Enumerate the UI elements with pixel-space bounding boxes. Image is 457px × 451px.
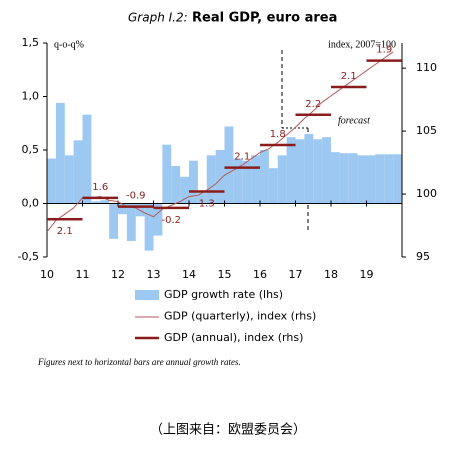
annual-growth-label: -0.2 — [161, 215, 181, 226]
bar — [100, 200, 110, 204]
y-axis-label: q-o-q% — [54, 39, 84, 50]
y2-tick-label: 105 — [416, 124, 437, 137]
annual-growth-label: -0.9 — [126, 191, 146, 202]
bar — [91, 201, 101, 204]
bar — [268, 168, 278, 204]
bar — [331, 152, 340, 204]
y-tick-label: -0,5 — [18, 250, 39, 263]
y-tick-label: 0,0 — [22, 197, 40, 210]
bar — [251, 155, 260, 204]
y2-tick-label: 95 — [416, 250, 430, 263]
footnote: Figures next to horizontal bars are annu… — [37, 357, 241, 367]
annual-growth-label: 1.6 — [92, 182, 108, 193]
legend-label: GDP growth rate (lhs) — [164, 288, 283, 301]
bar — [126, 203, 136, 241]
bar — [277, 155, 287, 204]
y2-tick-label: 110 — [416, 61, 437, 74]
bar — [295, 139, 305, 204]
bar — [242, 160, 252, 204]
x-tick-label: 16 — [253, 268, 267, 281]
x-tick-label: 13 — [147, 268, 161, 281]
annual-growth-label: 2.2 — [305, 99, 321, 110]
bar — [162, 144, 172, 204]
annual-growth-label: 1.9 — [376, 45, 392, 56]
bar — [233, 158, 243, 204]
bar — [144, 203, 154, 251]
x-tick-label: 15 — [218, 268, 232, 281]
bar — [171, 166, 181, 204]
y2-tick-label: 100 — [416, 187, 437, 200]
bar — [118, 203, 127, 215]
x-tick-label: 11 — [76, 268, 90, 281]
bar — [304, 133, 314, 204]
bar — [313, 139, 323, 204]
bar — [215, 150, 225, 204]
annual-growth-label: 1.8 — [270, 129, 286, 140]
bar — [55, 102, 65, 204]
bar — [64, 155, 74, 204]
source: （上图来自：欧盟委员会） — [150, 423, 306, 438]
y-tick-label: 0,5 — [22, 143, 40, 156]
bar — [393, 154, 402, 204]
bar — [286, 137, 296, 204]
x-tick-label: 14 — [182, 268, 196, 281]
bar — [197, 192, 207, 204]
bar — [322, 137, 331, 204]
bar — [180, 176, 189, 204]
bar — [357, 155, 367, 204]
y2-axis-label: index, 2007=100 — [328, 39, 396, 50]
bar — [375, 154, 385, 204]
y-tick-label: 1,0 — [22, 90, 40, 103]
x-tick-label: 10 — [40, 268, 54, 281]
bar — [189, 160, 198, 204]
bar — [153, 203, 163, 236]
bar — [260, 150, 269, 204]
legend-label: GDP (annual), index (rhs) — [164, 331, 303, 344]
bar — [109, 203, 118, 239]
bar — [206, 155, 216, 204]
annual-growth-label: 2.1 — [57, 226, 73, 237]
annual-growth-label: 1.3 — [199, 199, 215, 210]
x-tick-label: 12 — [111, 268, 125, 281]
forecast-label: forecast — [338, 115, 370, 126]
annual-growth-label: 2.1 — [341, 71, 357, 82]
bar — [366, 155, 376, 204]
bar — [82, 114, 92, 204]
bar — [348, 153, 358, 204]
bar — [47, 158, 56, 204]
bar — [384, 154, 394, 204]
bar — [339, 153, 349, 204]
x-tick-label: 19 — [360, 268, 374, 281]
title-prefix: Graph I.2: — [128, 11, 188, 25]
y-tick-label: 1,5 — [22, 36, 40, 49]
x-tick-label: 17 — [289, 268, 303, 281]
chart-title: Real GDP, euro area — [192, 11, 337, 26]
legend-swatch — [135, 290, 159, 300]
x-tick-label: 18 — [324, 268, 338, 281]
bar — [73, 140, 83, 204]
legend-label: GDP (quarterly), index (rhs) — [164, 310, 316, 323]
bar — [224, 126, 234, 204]
annual-growth-label: 2.1 — [234, 152, 250, 163]
